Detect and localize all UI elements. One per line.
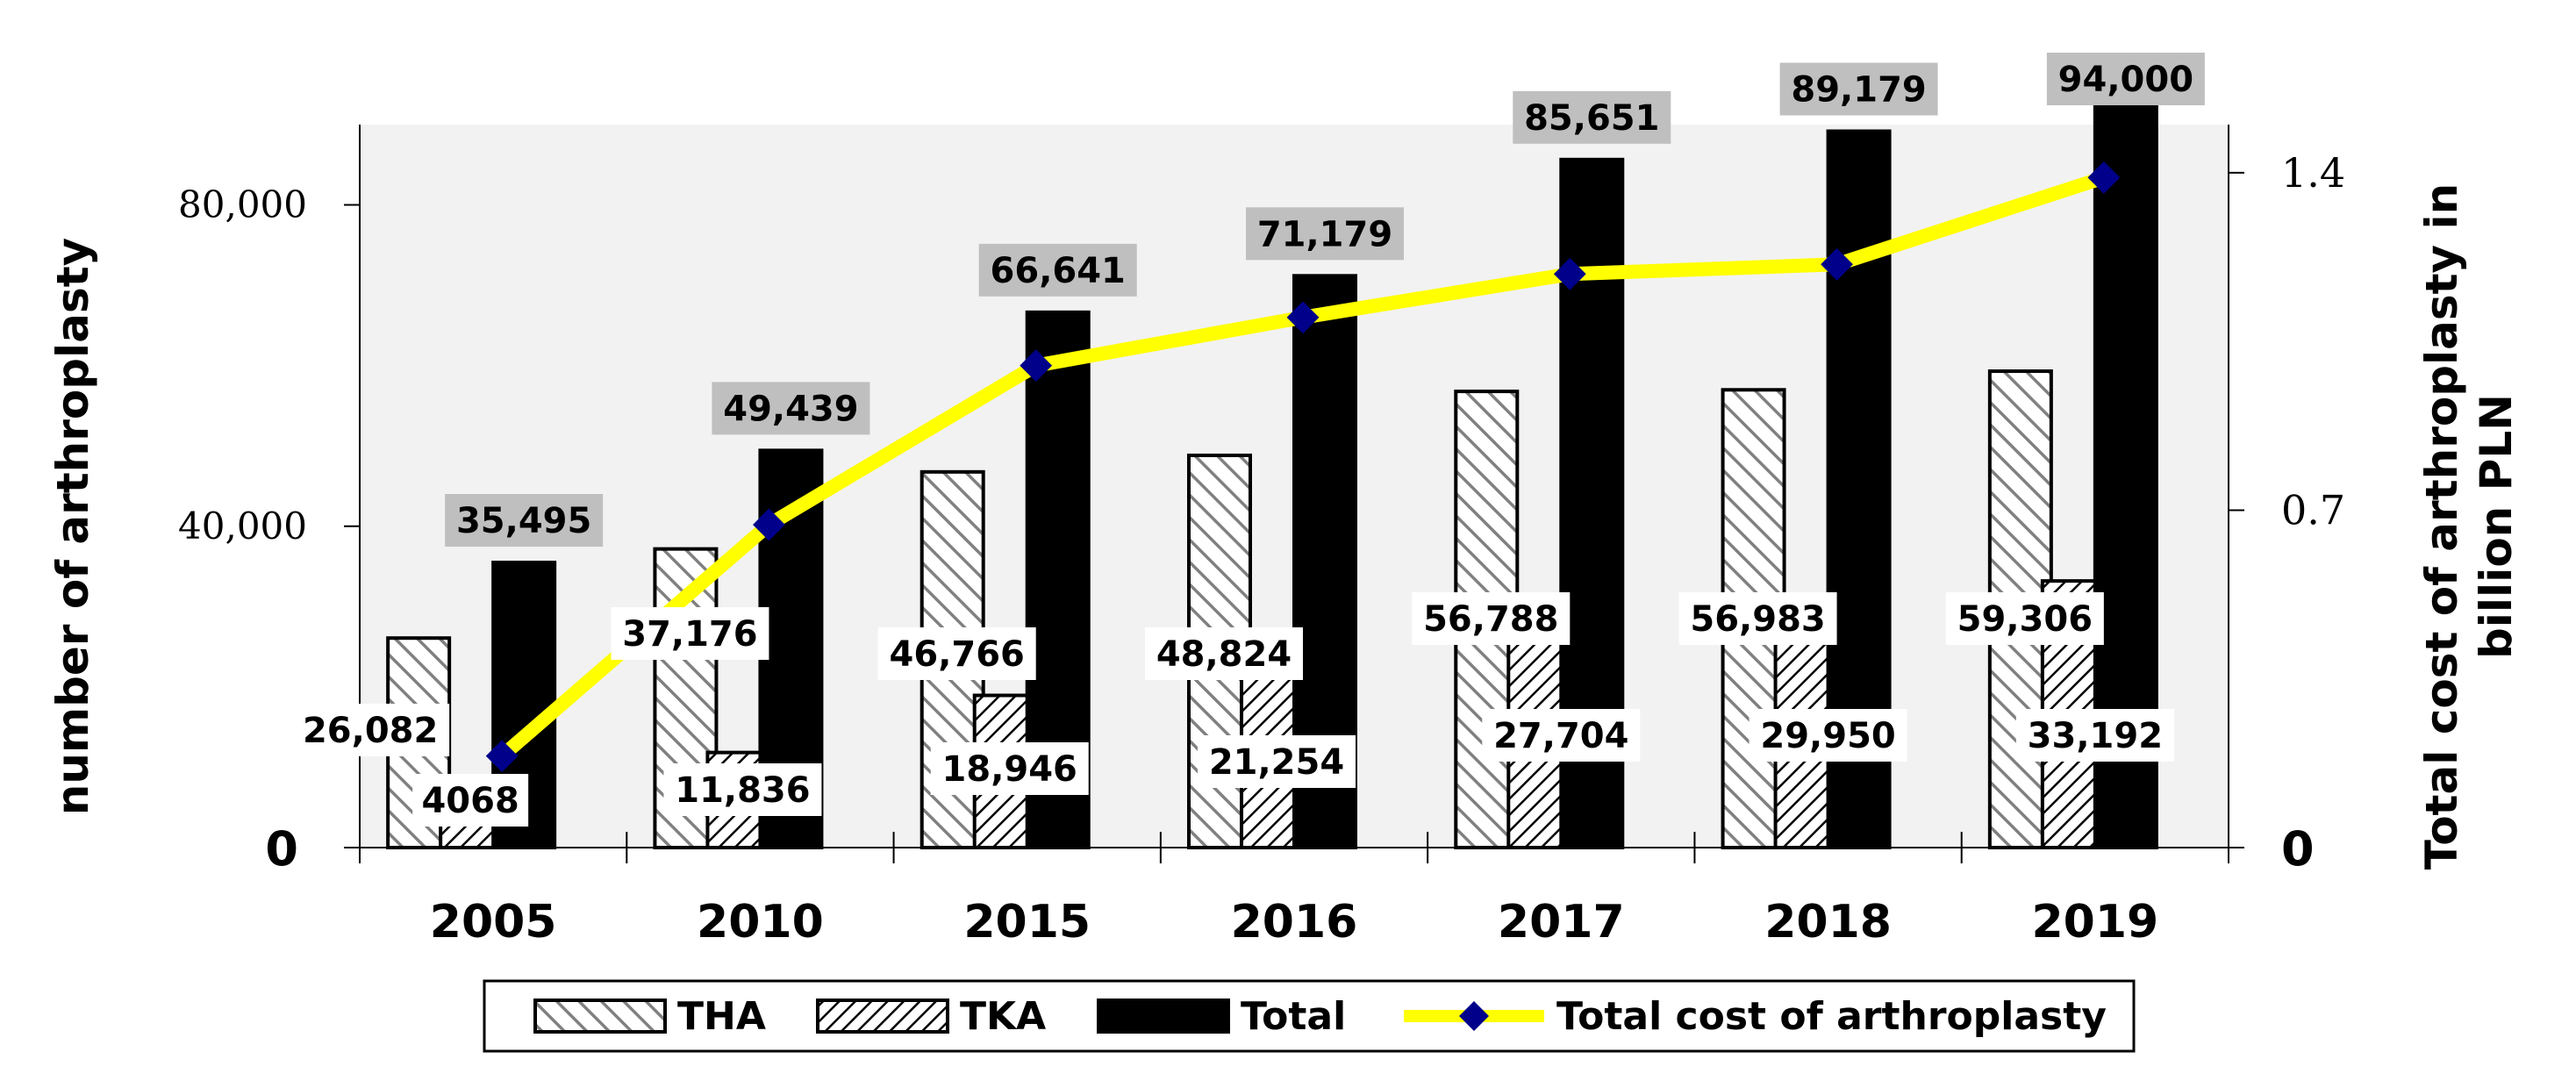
label-bg-total-2019 <box>2046 53 2205 105</box>
label-bg-tka-2019 <box>2015 709 2174 762</box>
x-tick-label-2019: 2019 <box>2031 896 2158 948</box>
y2-axis-title-line1: Total cost of arthroplasty in <box>2416 183 2467 870</box>
x-tick-label-2005: 2005 <box>430 896 557 948</box>
label-bg-tka-2005 <box>412 774 529 827</box>
label-bg-total-2017 <box>1513 90 1671 144</box>
y-tick-label-0: 0 <box>265 821 298 877</box>
y2-tick-label-0: 0 <box>2281 821 2315 877</box>
x-tick-label-2017: 2017 <box>1498 896 1625 948</box>
legend-swatch-total <box>1097 999 1230 1034</box>
x-tick-label-2015: 2015 <box>963 896 1091 948</box>
data-label-tha-2015: 46,766 <box>890 634 1025 675</box>
data-label-tha-2005: 26,082 <box>303 711 438 751</box>
y-tick-label-40,000: 40,000 <box>178 505 307 548</box>
y2-tick-label-1.4: 1.4 <box>2281 149 2345 197</box>
label-bg-tka-2010 <box>663 763 822 816</box>
legend-swatch-tha <box>533 999 667 1034</box>
data-label-tka-2015: 18,946 <box>942 749 1077 790</box>
cost-marker-2010 <box>753 508 785 541</box>
data-label-tka-2019: 33,192 <box>2028 716 2163 756</box>
data-label-total-2016: 71,179 <box>1257 214 1392 254</box>
legend-label-total: Total <box>1241 994 1346 1039</box>
y2-tick-label-0.7: 0.7 <box>2281 486 2345 533</box>
label-bg-tka-2017 <box>1482 709 1641 762</box>
cost-marker-2017 <box>1553 257 1586 290</box>
data-label-total-2018: 89,179 <box>1791 70 1926 111</box>
y-tick-label-80,000: 80,000 <box>178 183 307 226</box>
legend-label-tha: THA <box>677 994 766 1039</box>
label-bg-tha-2019 <box>1945 592 2104 645</box>
data-label-total-2015: 66,641 <box>991 251 1126 291</box>
label-bg-tha-2017 <box>1412 592 1571 645</box>
legend-label-tka: TKA <box>960 994 1046 1039</box>
label-bg-tha-2016 <box>1145 627 1303 680</box>
label-bg-tha-2010 <box>611 607 769 660</box>
data-label-tha-2018: 56,983 <box>1690 599 1825 640</box>
data-label-tka-2005: 4068 <box>421 781 519 821</box>
label-bg-total-2015 <box>978 243 1137 297</box>
label-bg-total-2010 <box>712 382 870 435</box>
label-bg-total-2005 <box>445 494 604 548</box>
axes-group: 0 40,000 80,000 0 0.7 1.4 2005 2010 2015 2016 2017… <box>178 125 2345 948</box>
data-label-total-2005: 35,495 <box>456 501 591 541</box>
cost-marker-2005 <box>485 740 519 773</box>
cost-marker-2015 <box>1020 349 1053 383</box>
data-label-tha-2016: 48,824 <box>1156 634 1292 675</box>
label-bg-total-2016 <box>1246 207 1404 261</box>
legend-swatch-cost-marker <box>1459 1001 1489 1031</box>
data-label-total-2010: 49,439 <box>723 389 858 429</box>
legend: THA TKA Total Total cost of arthroplasty <box>483 979 2136 1053</box>
label-bg-tha-2015 <box>877 627 1036 680</box>
label-bg-tka-2018 <box>1749 709 1907 762</box>
legend-swatch-tka <box>816 999 949 1034</box>
data-label-tha-2017: 56,788 <box>1423 599 1558 640</box>
legend-frame <box>483 979 2136 1053</box>
y2-axis-title-line2: billion PLN <box>2471 394 2522 659</box>
data-label-tka-2010: 11,836 <box>675 770 810 811</box>
data-label-total-2017: 85,651 <box>1524 98 1659 139</box>
y-axis-title: number of arthroplasty <box>47 238 98 815</box>
data-label-tka-2016: 21,254 <box>1209 742 1344 783</box>
cost-line-group <box>485 161 2121 773</box>
data-label-tha-2010: 37,176 <box>622 614 757 655</box>
data-label-tha-2019: 59,306 <box>1957 599 2093 640</box>
data-labels-group: 35,495 26,082 4068 49,439 37,176 11,836 66,641… <box>291 53 2205 827</box>
cost-marker-2018 <box>1821 247 1853 281</box>
data-label-total-2019: 94,000 <box>2058 60 2193 100</box>
x-tick-label-2016: 2016 <box>1231 896 1358 948</box>
label-bg-total-2018 <box>1779 62 1938 116</box>
label-bg-tha-2018 <box>1678 592 1837 645</box>
data-label-tka-2017: 27,704 <box>1493 716 1628 756</box>
cost-marker-2016 <box>1286 301 1320 334</box>
data-label-tka-2018: 29,950 <box>1760 716 1895 756</box>
label-bg-tha-2005 <box>291 704 450 756</box>
label-bg-tka-2016 <box>1198 735 1356 788</box>
cost-marker-2019 <box>2087 161 2121 194</box>
legend-label-cost: Total cost of arthroplasty <box>1556 994 2107 1039</box>
label-bg-tka-2015 <box>930 742 1089 795</box>
x-tick-label-2010: 2010 <box>697 896 824 948</box>
x-tick-label-2018: 2018 <box>1764 896 1892 948</box>
